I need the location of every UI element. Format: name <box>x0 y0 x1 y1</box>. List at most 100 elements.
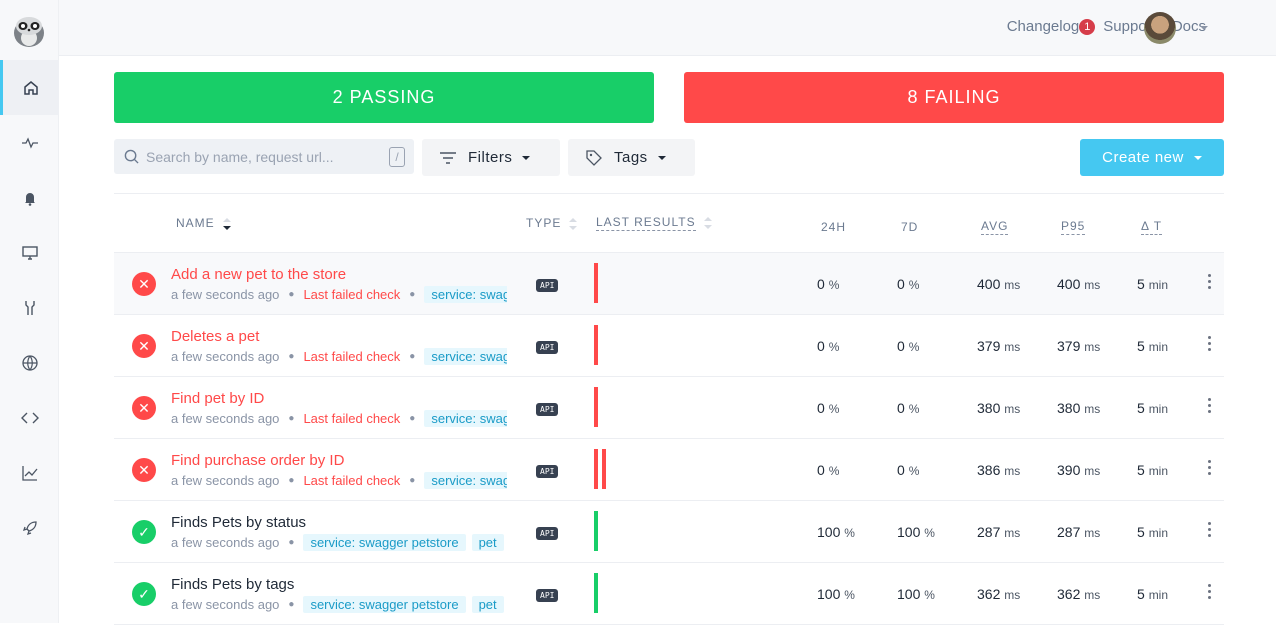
unit: ms <box>1004 402 1021 416</box>
sidebar-item-home[interactable] <box>0 60 59 115</box>
sort-icon[interactable] <box>569 217 578 230</box>
check-meta: a few seconds ago ● service: swagger petst… <box>171 596 507 613</box>
table-row[interactable]: ✕ Find purchase order by ID a few second… <box>114 439 1224 501</box>
docs-link[interactable]: Docs <box>1171 18 1206 35</box>
last-failed-check-link[interactable]: Last failed check <box>303 473 401 488</box>
check-meta: a few seconds ago ● Last failed check ● serv… <box>171 410 507 427</box>
table-row[interactable]: ✕ Find pet by ID a few seconds ago ● Last … <box>114 377 1224 439</box>
cell-dt: 5 min <box>1137 400 1168 416</box>
tag[interactable]: service: swagger petstore <box>303 534 466 551</box>
column-last-results[interactable]: LAST RESULTS <box>596 215 712 231</box>
result-bar-fail[interactable] <box>602 449 606 489</box>
sidebar-item-code[interactable] <box>0 390 59 445</box>
changelog-badge: 1 <box>1079 18 1096 35</box>
check-name-link[interactable]: Finds Pets by status <box>171 514 307 531</box>
more-options-icon[interactable] <box>1208 584 1212 602</box>
sidebar-item-activity[interactable] <box>0 115 59 170</box>
check-name-link[interactable]: Finds Pets by tags <box>171 576 295 593</box>
search-input[interactable]: Search by name, request url... / <box>114 139 414 174</box>
last-run-time: a few seconds ago <box>171 287 280 302</box>
tag[interactable]: service: swagger petstore <box>303 596 466 613</box>
unit: % <box>844 526 855 540</box>
unit: min <box>1148 402 1169 416</box>
sidebar-item-chart[interactable] <box>0 445 59 500</box>
result-bar-fail[interactable] <box>594 387 598 427</box>
table-row[interactable]: ✓ Finds Pets by status a few seconds ago… <box>114 501 1224 563</box>
result-bar-fail[interactable] <box>594 263 598 303</box>
column-name[interactable]: NAME <box>176 216 231 230</box>
unit: % <box>828 278 840 292</box>
table-row[interactable]: ✓ Finds Pets by tags a few seconds ago ● s… <box>114 563 1224 625</box>
sidebar-item-rocket[interactable] <box>0 500 59 555</box>
failing-banner[interactable]: 8 FAILING <box>684 72 1224 123</box>
support-link[interactable]: Support <box>1103 18 1156 35</box>
unit: min <box>1148 526 1169 540</box>
h24-value: 0 <box>817 276 825 292</box>
sidebar-item-globe[interactable] <box>0 335 59 390</box>
tag[interactable]: service: swag <box>424 410 507 427</box>
account-chevron-down-icon[interactable] <box>1200 26 1208 30</box>
tag-icon <box>586 149 602 166</box>
last-failed-check-link[interactable]: Last failed check <box>303 287 401 302</box>
sidebar-item-tools[interactable] <box>0 280 59 335</box>
chevron-down-icon <box>1193 155 1202 160</box>
tag[interactable]: pet <box>471 596 504 613</box>
last-failed-check-link[interactable]: Last failed check <box>303 349 401 364</box>
check-meta: a few seconds ago ● Last failed check ● serv… <box>171 472 507 489</box>
dt-value: 5 <box>1137 276 1145 292</box>
more-options-icon[interactable] <box>1208 336 1212 354</box>
tags-button[interactable]: Tags <box>568 139 695 176</box>
chart-icon <box>21 465 37 481</box>
create-new-button[interactable]: Create new <box>1080 139 1224 176</box>
cell-d7: 0 % <box>897 462 919 478</box>
sort-icon[interactable] <box>222 217 231 230</box>
p95-value: 379 <box>1057 338 1081 354</box>
tag[interactable]: service: swag <box>424 286 507 303</box>
table-row[interactable]: ✕ Deletes a pet a few seconds ago ● Last f… <box>114 315 1224 377</box>
result-bar-fail[interactable] <box>594 449 598 489</box>
column-delta-t: Δ T <box>1141 219 1163 235</box>
result-bar-fail[interactable] <box>594 325 598 365</box>
check-meta: a few seconds ago ● Last failed check ● serv… <box>171 348 507 365</box>
filters-button[interactable]: Filters <box>422 139 560 176</box>
passing-banner[interactable]: 2 PASSING <box>114 72 654 123</box>
more-options-icon[interactable] <box>1208 522 1212 540</box>
result-bar-pass[interactable] <box>594 573 598 613</box>
raccoon-logo[interactable] <box>10 12 48 48</box>
more-options-icon[interactable] <box>1208 398 1212 416</box>
column-24h: 24H <box>821 220 847 234</box>
p95-value: 362 <box>1057 586 1081 602</box>
h24-value: 100 <box>817 524 841 540</box>
type-badge: API <box>536 527 559 540</box>
cell-h24: 0 % <box>817 276 839 292</box>
column-type[interactable]: TYPE <box>526 216 578 230</box>
unit: ms <box>1004 526 1021 540</box>
unit: ms <box>1084 278 1101 292</box>
d7-value: 0 <box>897 338 905 354</box>
more-options-icon[interactable] <box>1208 274 1212 292</box>
avatar[interactable] <box>1144 12 1176 44</box>
sidebar-item-bell[interactable] <box>0 170 59 225</box>
check-name-link[interactable]: Add a new pet to the store <box>171 266 347 283</box>
sort-icon[interactable] <box>703 216 712 229</box>
passing-check-icon: ✓ <box>132 520 156 544</box>
tag[interactable]: service: swag <box>424 472 507 489</box>
column-p95: P95 <box>1061 219 1086 235</box>
last-run-time: a few seconds ago <box>171 597 280 612</box>
divider <box>114 252 1224 253</box>
tag[interactable]: pet <box>471 534 504 551</box>
table-row[interactable]: ✕ Add a new pet to the store a few secon… <box>114 253 1224 315</box>
result-bar-pass[interactable] <box>594 511 598 551</box>
check-name-link[interactable]: Find purchase order by ID <box>171 452 345 469</box>
more-options-icon[interactable] <box>1208 460 1212 478</box>
check-name-link[interactable]: Find pet by ID <box>171 390 265 407</box>
sidebar-item-monitor[interactable] <box>0 225 59 280</box>
tag[interactable]: service: swag <box>424 348 507 365</box>
unit: ms <box>1084 402 1101 416</box>
changelog-link[interactable]: Changelog <box>1006 18 1080 35</box>
type-badge: API <box>536 465 559 478</box>
dt-value: 5 <box>1137 462 1145 478</box>
check-name-link[interactable]: Deletes a pet <box>171 328 260 345</box>
last-failed-check-link[interactable]: Last failed check <box>303 411 401 426</box>
filters-label: Filters <box>468 149 513 166</box>
